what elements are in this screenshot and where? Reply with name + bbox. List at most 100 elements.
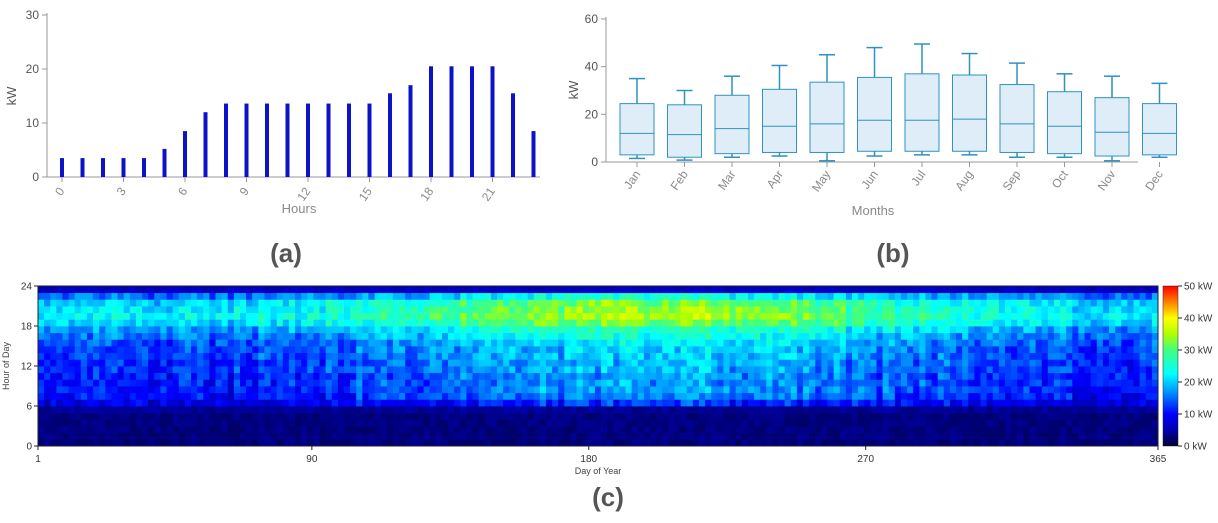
heatmap-cell xyxy=(368,326,376,334)
heatmap-cell xyxy=(319,406,327,414)
heatmap-cell xyxy=(337,366,345,374)
heatmap-cell xyxy=(319,379,327,387)
heatmap-cell xyxy=(441,319,449,327)
heatmap-cell xyxy=(74,299,82,307)
heatmap-cell xyxy=(1121,406,1128,414)
heatmap-cell xyxy=(858,326,865,334)
heatmap-cell xyxy=(821,412,828,420)
heatmap-cell xyxy=(588,399,596,407)
heatmap-cell xyxy=(356,426,363,434)
heatmap-cell xyxy=(233,392,241,400)
heatmap-cell xyxy=(429,379,437,387)
heatmap-cell xyxy=(478,432,486,440)
heatmap-cell xyxy=(992,432,1000,440)
heatmap-cell xyxy=(1084,419,1092,427)
heatmap-cell xyxy=(582,332,590,340)
heatmap-cell xyxy=(962,359,969,367)
heatmap-cell xyxy=(80,346,88,354)
heatmap-cell xyxy=(1035,306,1043,314)
b-x-tick-label: Jan xyxy=(621,168,644,192)
heatmap-cell xyxy=(68,412,76,420)
heatmap-cell xyxy=(374,299,382,307)
heatmap-cell xyxy=(845,392,853,400)
heatmap-cell xyxy=(662,339,669,347)
heatmap-cell xyxy=(1072,366,1079,374)
heatmap-cell xyxy=(295,366,302,374)
heatmap-cell xyxy=(803,306,810,314)
heatmap-cell xyxy=(50,292,57,300)
heatmap-cell xyxy=(441,406,449,414)
b-x-tick-label: Oct xyxy=(1049,167,1072,191)
heatmap-cell xyxy=(142,372,149,380)
heatmap-cell xyxy=(472,359,480,367)
heatmap-cell xyxy=(399,399,406,407)
heatmap-cell xyxy=(1139,419,1147,427)
heatmap-cell xyxy=(741,432,749,440)
heatmap-cell xyxy=(56,392,63,400)
heatmap-cell xyxy=(698,346,706,354)
heatmap-cell xyxy=(754,352,761,360)
heatmap-cell xyxy=(900,406,908,414)
b-y-tick-label: 60 xyxy=(585,12,599,26)
heatmap-cell xyxy=(1084,379,1092,387)
heatmap-cell xyxy=(766,426,773,434)
heatmap-cell xyxy=(454,372,461,380)
heatmap-cell xyxy=(1096,366,1104,374)
heatmap-cell xyxy=(313,392,320,400)
heatmap-cell xyxy=(766,439,773,447)
heatmap-cell xyxy=(435,426,443,434)
a-bar xyxy=(203,112,208,177)
heatmap-cell xyxy=(796,319,804,327)
heatmap-cell xyxy=(858,332,865,340)
heatmap-cell xyxy=(1145,432,1153,440)
heatmap-cell xyxy=(1047,419,1055,427)
heatmap-cell xyxy=(1066,432,1073,440)
heatmap-cell xyxy=(631,312,639,320)
heatmap-cell xyxy=(1090,346,1098,354)
heatmap-cell xyxy=(270,426,278,434)
heatmap-cell xyxy=(313,419,320,427)
heatmap-cell xyxy=(839,366,847,374)
c-y-axis-label: Hour of Day xyxy=(1,341,11,390)
heatmap-cell xyxy=(1139,372,1147,380)
heatmap-cell xyxy=(1078,399,1085,407)
heatmap-cell xyxy=(429,312,437,320)
heatmap-cell xyxy=(74,306,82,314)
heatmap-cell xyxy=(111,312,118,320)
heatmap-cell xyxy=(668,339,675,347)
heatmap-cell xyxy=(729,392,737,400)
heatmap-cell xyxy=(821,372,828,380)
heatmap-cell xyxy=(252,286,259,294)
heatmap-cell xyxy=(160,332,167,340)
heatmap-cell xyxy=(900,366,908,374)
heatmap-cell xyxy=(613,372,620,380)
heatmap-cell xyxy=(405,312,412,320)
heatmap-cell xyxy=(135,352,143,360)
heatmap-cell xyxy=(772,359,779,367)
heatmap-cell xyxy=(705,392,712,400)
heatmap-cell xyxy=(368,372,376,380)
heatmap-cell xyxy=(723,432,730,440)
heatmap-cell xyxy=(790,299,798,307)
heatmap-cell xyxy=(1151,312,1159,320)
c-x-tick-label: 365 xyxy=(1150,454,1167,465)
heatmap-cell xyxy=(209,372,216,380)
heatmap-cell xyxy=(515,346,522,354)
heatmap-cell xyxy=(1066,419,1073,427)
heatmap-cell xyxy=(858,346,865,354)
heatmap-cell xyxy=(490,299,498,307)
heatmap-cell xyxy=(619,419,626,427)
heatmap-cell xyxy=(362,439,369,447)
heatmap-cell xyxy=(631,346,639,354)
heatmap-cell xyxy=(478,326,486,334)
heatmap-cell xyxy=(876,359,883,367)
heatmap-cell xyxy=(980,372,988,380)
heatmap-cell xyxy=(1060,339,1067,347)
heatmap-cell xyxy=(992,412,1000,420)
heatmap-cell xyxy=(870,412,877,420)
heatmap-cell xyxy=(552,299,559,307)
heatmap-cell xyxy=(288,432,296,440)
heatmap-cell xyxy=(1145,332,1153,340)
heatmap-cell xyxy=(405,359,412,367)
heatmap-cell xyxy=(184,372,192,380)
